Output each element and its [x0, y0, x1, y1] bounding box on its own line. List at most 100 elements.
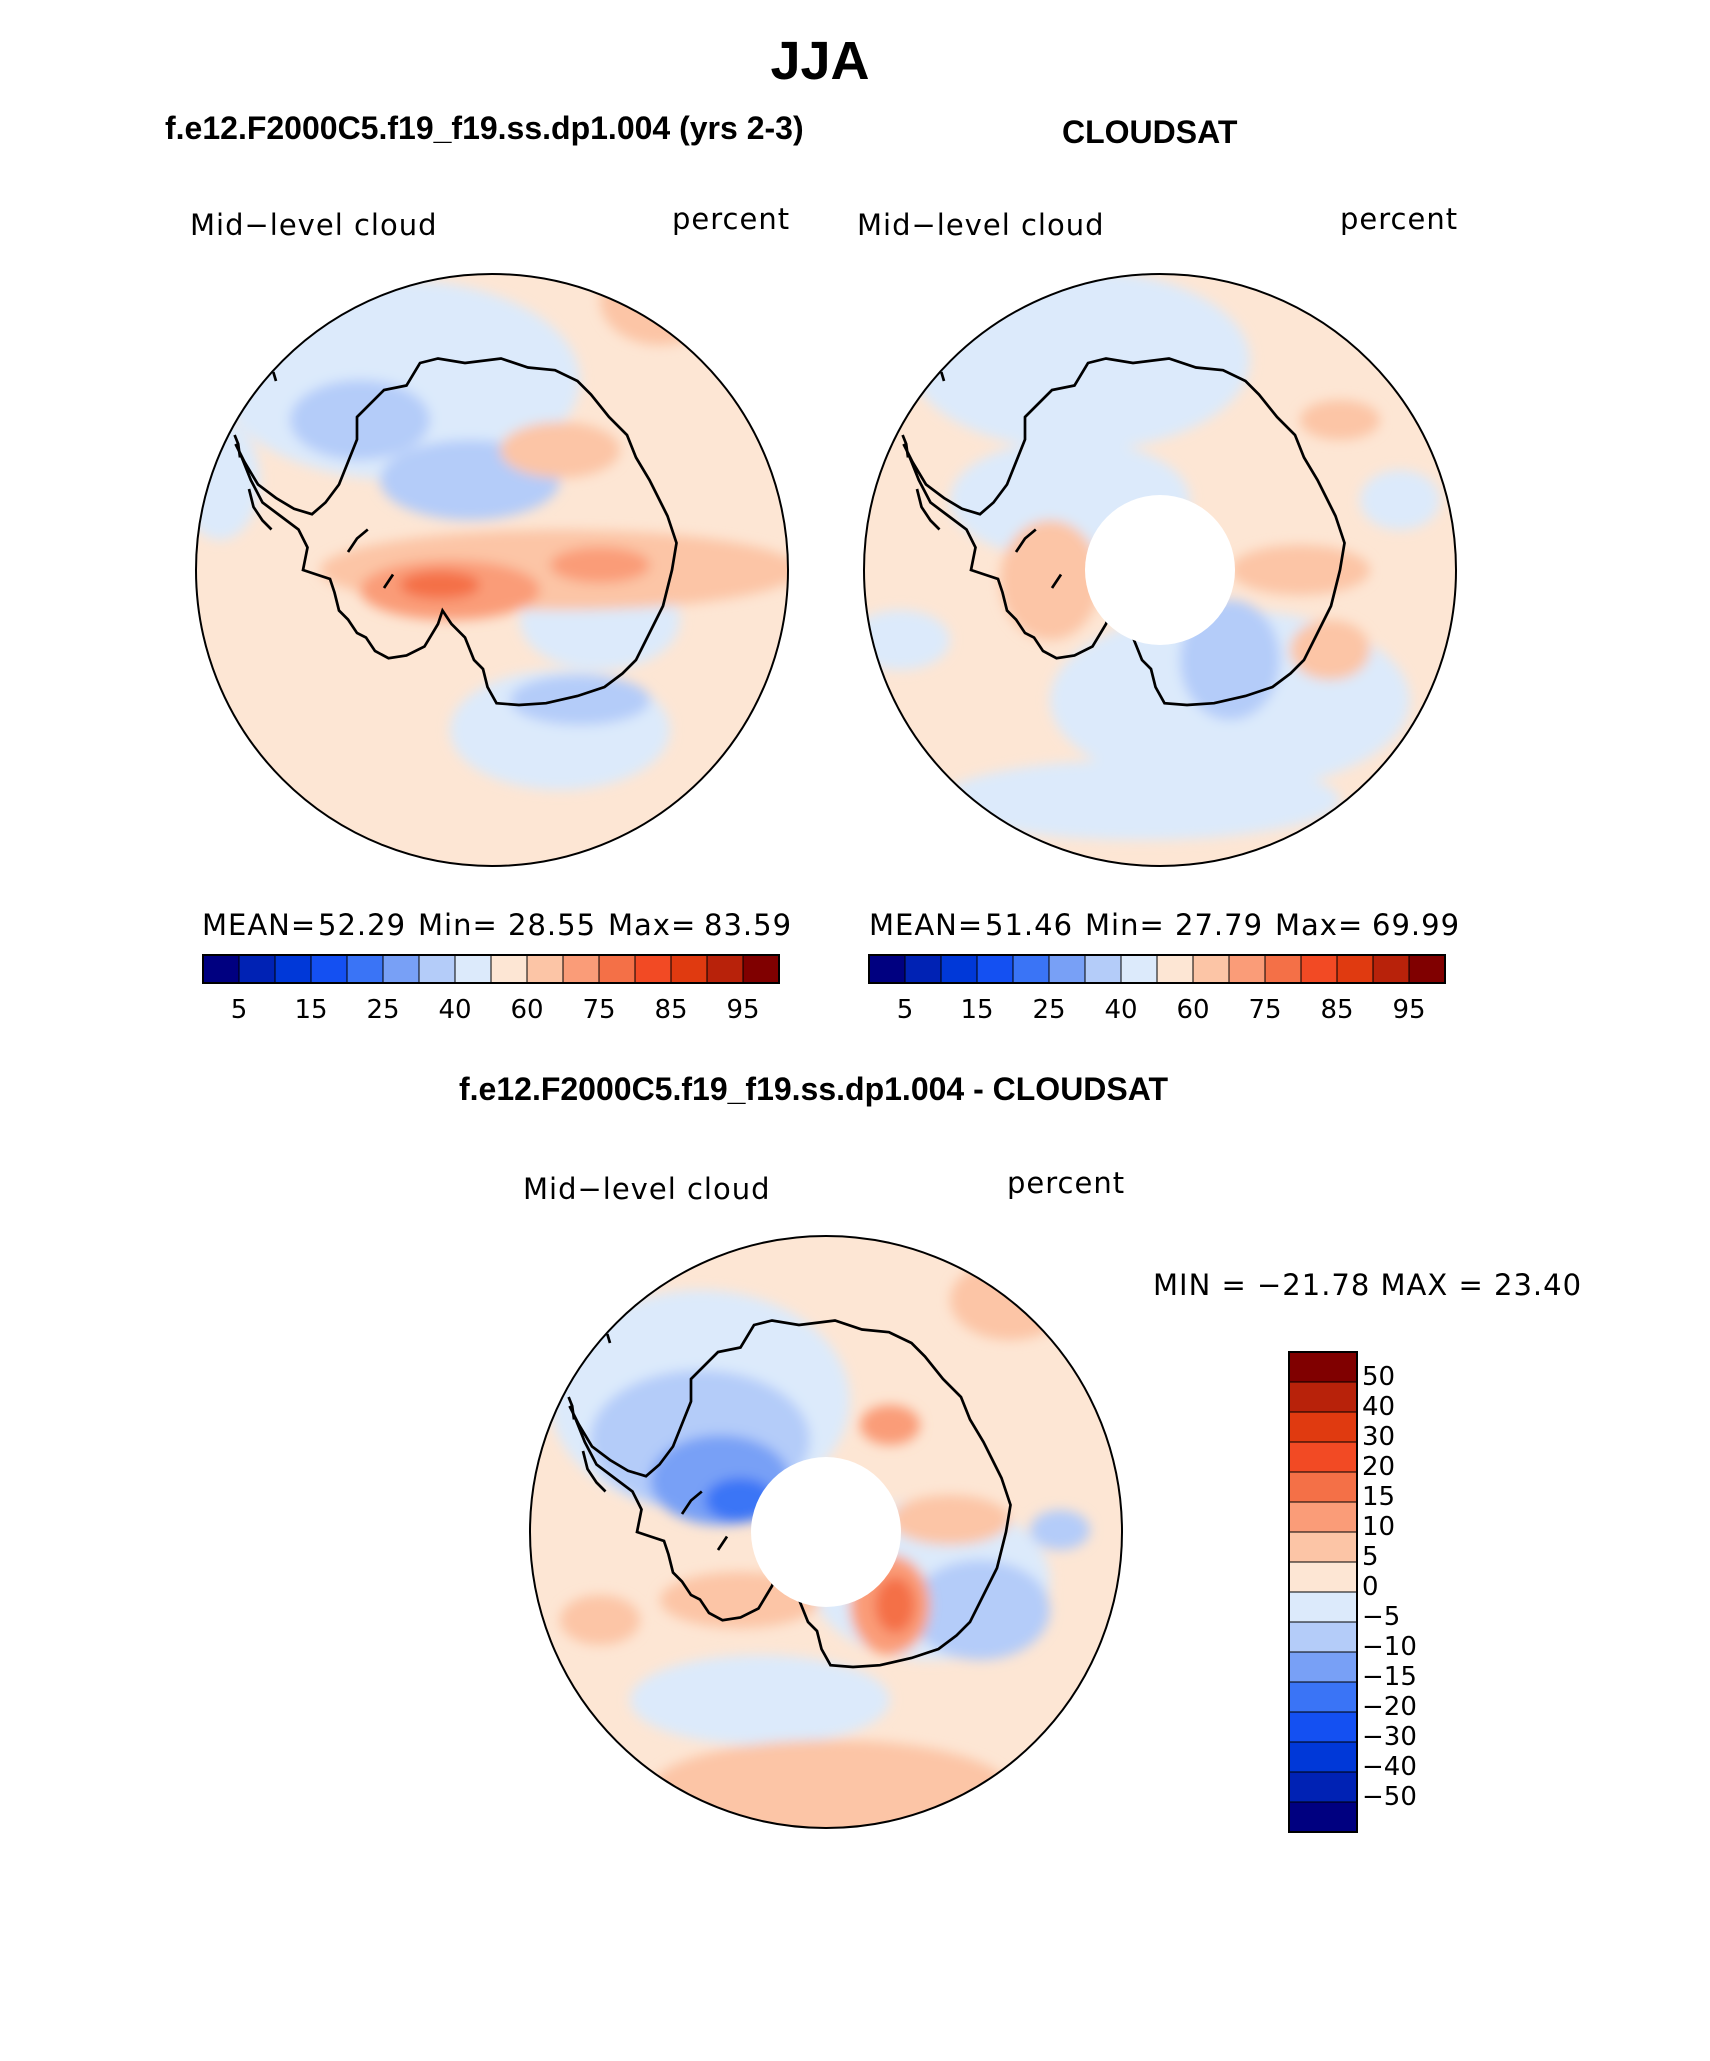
- colorbar-obs-segment: [1300, 954, 1338, 984]
- colorbar-obs-frame: [868, 954, 1446, 984]
- colorbar-diff-label: −40: [1362, 1752, 1417, 1782]
- colorbar-model-segment: [634, 954, 672, 984]
- colorbar-obs-segment: [1264, 954, 1302, 984]
- colorbar-diff-segment: [1288, 1711, 1358, 1743]
- panel-model-variable-label: Mid−level cloud: [190, 208, 438, 242]
- panel-diff-units-label: percent: [1007, 1166, 1126, 1200]
- panel-model-max-label: Max=: [608, 908, 697, 942]
- colorbar-obs-segment: [904, 954, 942, 984]
- panel-model-min-value: 28.55: [508, 908, 597, 942]
- panel-obs-min-label: Min=: [1085, 908, 1165, 942]
- colorbar-diff-segment: [1288, 1561, 1358, 1593]
- panel-model-min-label: Min=: [418, 908, 498, 942]
- colorbar-model-segment: [238, 954, 276, 984]
- map-obs-polar-hole: [1085, 495, 1235, 645]
- colorbar-obs-segment: [1012, 954, 1050, 984]
- colorbar-model-label: 75: [582, 995, 615, 1025]
- panel-diff-variable-label: Mid−level cloud: [523, 1172, 771, 1206]
- colorbar-diff-label: 0: [1362, 1572, 1379, 1602]
- colorbar-obs-label: 85: [1320, 995, 1353, 1025]
- colorbar-obs-segment: [1120, 954, 1158, 984]
- colorbar-diff-segment: [1288, 1681, 1358, 1713]
- panel-obs-units-label: percent: [1340, 202, 1459, 236]
- colorbar-model-segment: [598, 954, 636, 984]
- colorbar-model-segment: [670, 954, 708, 984]
- panel-model-max-value: 83.59: [704, 908, 793, 942]
- colorbar-obs-segment: [1192, 954, 1230, 984]
- colorbar-diff-segment: [1288, 1381, 1358, 1413]
- colorbar-diff-label: −30: [1362, 1722, 1417, 1752]
- colorbar-obs-segment: [1048, 954, 1086, 984]
- colorbar-model-segment: [418, 954, 456, 984]
- colorbar-diff-segment: [1288, 1591, 1358, 1623]
- panel-model-title: f.e12.F2000C5.f19_f19.ss.dp1.004 (yrs 2-…: [165, 110, 804, 146]
- panel-diff-title: f.e12.F2000C5.f19_f19.ss.dp1.004 - CLOUD…: [459, 1071, 1169, 1107]
- colorbar-obs-label: 60: [1176, 995, 1209, 1025]
- colorbar-diff-label: 15: [1362, 1482, 1395, 1512]
- colorbar-model-segment: [742, 954, 780, 984]
- colorbar-obs-label: 15: [960, 995, 993, 1025]
- colorbar-obs-segment: [868, 954, 906, 984]
- panel-obs-mean-label: MEAN=: [869, 908, 984, 942]
- colorbar-model-segment: [454, 954, 492, 984]
- colorbar-obs-segment: [976, 954, 1014, 984]
- colorbar-obs-label: 25: [1032, 995, 1065, 1025]
- panel-obs-variable-label: Mid−level cloud: [857, 208, 1105, 242]
- colorbar-diff-segment: [1288, 1471, 1358, 1503]
- colorbar-obs-segment: [1408, 954, 1446, 984]
- colorbar-model-label: 15: [294, 995, 327, 1025]
- map-diff-border: [529, 1235, 1123, 1829]
- panel-obs-min-value: 27.79: [1175, 908, 1264, 942]
- colorbar-diff: [1288, 1351, 1358, 1833]
- panel-obs-max-label: Max=: [1275, 908, 1364, 942]
- colorbar-model-segment: [382, 954, 420, 984]
- colorbar-diff-segment: [1288, 1501, 1358, 1533]
- colorbar-diff-segment: [1288, 1801, 1358, 1833]
- colorbar-diff-segment: [1288, 1531, 1358, 1563]
- colorbar-obs-segment: [1084, 954, 1122, 984]
- colorbar-model-label: 40: [438, 995, 471, 1025]
- colorbar-diff-segment: [1288, 1411, 1358, 1443]
- colorbar-diff-label: −10: [1362, 1632, 1417, 1662]
- map-obs-border: [863, 273, 1457, 867]
- colorbar-obs-segment: [1156, 954, 1194, 984]
- colorbar-obs-segment: [940, 954, 978, 984]
- figure-title: JJA: [770, 31, 870, 91]
- panel-obs-mean-value: 51.46: [985, 908, 1074, 942]
- colorbar-model-frame: [202, 954, 780, 984]
- colorbar-obs-label: 5: [897, 995, 914, 1025]
- colorbar-diff-label: 30: [1362, 1422, 1395, 1452]
- panel-obs-title: CLOUDSAT: [1062, 114, 1238, 150]
- colorbar-diff-segment: [1288, 1651, 1358, 1683]
- colorbar-model-segment: [562, 954, 600, 984]
- colorbar-model-segment: [202, 954, 240, 984]
- panel-diff-minmax: MIN = −21.78 MAX = 23.40: [1153, 1268, 1583, 1302]
- colorbar-diff-label: 20: [1362, 1452, 1395, 1482]
- colorbar-model-segment: [310, 954, 348, 984]
- colorbar-model-label: 60: [510, 995, 543, 1025]
- map-diff-polar-hole: [751, 1457, 901, 1607]
- colorbar-diff-label: −5: [1362, 1602, 1400, 1632]
- colorbar-diff-segment: [1288, 1351, 1358, 1383]
- colorbar-model-segment: [346, 954, 384, 984]
- colorbar-model-label: 25: [366, 995, 399, 1025]
- colorbar-diff-label: −15: [1362, 1662, 1417, 1692]
- colorbar-diff-label: −50: [1362, 1782, 1417, 1812]
- colorbar-diff-label: 10: [1362, 1512, 1395, 1542]
- colorbar-model-segment: [274, 954, 312, 984]
- map-diff: [530, 1236, 1122, 1828]
- colorbar-model-label: 95: [726, 995, 759, 1025]
- colorbar-obs-label: 40: [1104, 995, 1137, 1025]
- colorbar-model-segment: [706, 954, 744, 984]
- colorbar-model-segment: [490, 954, 528, 984]
- colorbar-diff-label: 40: [1362, 1392, 1395, 1422]
- colorbar-obs-segment: [1372, 954, 1410, 984]
- panel-model-mean-label: MEAN=: [202, 908, 317, 942]
- colorbar-diff-segment: [1288, 1741, 1358, 1773]
- colorbar-diff-segment: [1288, 1621, 1358, 1653]
- panel-obs-max-value: 69.99: [1372, 908, 1461, 942]
- map-obs: [864, 274, 1456, 866]
- colorbar-diff-segment: [1288, 1771, 1358, 1803]
- colorbar-diff-label: −20: [1362, 1692, 1417, 1722]
